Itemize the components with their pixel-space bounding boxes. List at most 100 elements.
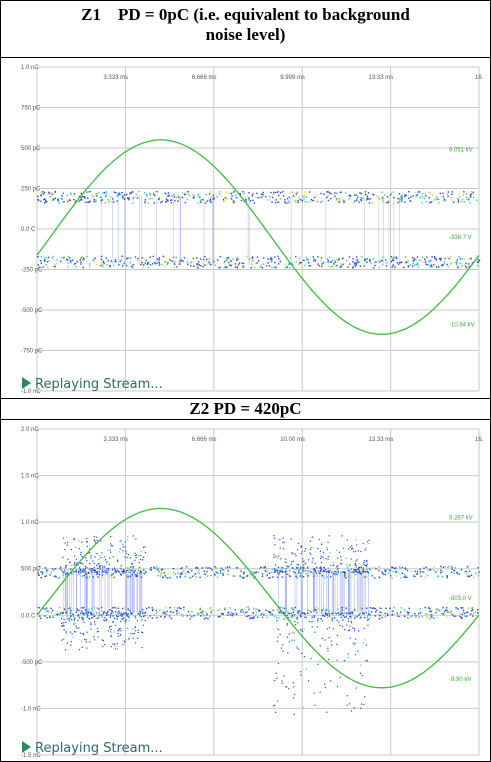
pd-point (86, 559, 88, 562)
pd-point (80, 571, 82, 573)
noise-point (178, 607, 181, 609)
pd-point (129, 571, 131, 573)
noise-point (345, 613, 347, 616)
pd-point (362, 642, 364, 644)
pd-point (312, 620, 314, 623)
noise-point (425, 263, 427, 266)
noise-point (262, 194, 264, 197)
noise-point (250, 266, 252, 269)
noise-point (214, 565, 216, 568)
pd-point (280, 570, 282, 573)
pd-point (300, 545, 302, 547)
noise-point (271, 568, 274, 570)
noise-point (414, 575, 416, 578)
noise-point (228, 611, 230, 614)
pd-point (98, 612, 100, 614)
pd-point (89, 562, 91, 565)
pd-point (69, 612, 72, 614)
pd-point (63, 618, 65, 621)
noise-point (121, 612, 123, 615)
noise-point (328, 192, 331, 194)
noise-point (117, 615, 120, 617)
noise-point (239, 568, 241, 570)
pd-point (330, 565, 332, 567)
noise-point (136, 571, 139, 574)
noise-point (196, 567, 199, 569)
pd-point (122, 550, 124, 552)
noise-point (233, 191, 235, 193)
pd-point (75, 558, 78, 560)
noise-point (434, 257, 436, 259)
noise-point (325, 571, 328, 573)
pd-point (124, 556, 126, 558)
noise-point (429, 610, 431, 612)
noise-point (330, 197, 332, 200)
noise-point (156, 258, 159, 260)
noise-point (405, 575, 407, 577)
noise-point (109, 265, 111, 268)
pd-point (101, 614, 103, 616)
noise-point (336, 198, 338, 200)
noise-point (349, 195, 352, 197)
pd-point (330, 680, 332, 682)
noise-point (146, 195, 148, 197)
noise-point (188, 195, 191, 197)
noise-point (48, 256, 50, 259)
noise-point (88, 608, 90, 610)
noise-point (71, 259, 74, 261)
noise-point (139, 259, 141, 262)
noise-point (198, 572, 201, 575)
noise-point (151, 617, 154, 619)
noise-point (474, 611, 477, 613)
pd-point (82, 563, 84, 565)
noise-point (49, 192, 51, 195)
noise-point (358, 566, 361, 569)
pd-point (93, 636, 95, 638)
noise-point (231, 615, 234, 617)
noise-point (199, 576, 201, 578)
pd-point (309, 540, 312, 542)
noise-point (269, 259, 271, 261)
replay-status-text: Replaying Stream... (35, 377, 163, 392)
noise-point (237, 258, 240, 260)
pd-point (84, 557, 87, 559)
noise-point (117, 194, 119, 196)
noise-point (151, 609, 154, 612)
pd-point (302, 558, 304, 560)
noise-point (79, 259, 82, 261)
noise-point (466, 566, 469, 568)
noise-point (140, 263, 142, 266)
noise-point (361, 611, 364, 614)
noise-point (456, 607, 458, 609)
noise-point (135, 573, 137, 576)
noise-point (406, 611, 409, 613)
pd-point (65, 565, 68, 567)
noise-point (157, 198, 160, 201)
pd-point (354, 642, 356, 644)
noise-point (310, 611, 312, 613)
noise-point (143, 201, 146, 203)
noise-point (372, 258, 375, 260)
noise-point (401, 198, 403, 200)
pd-point (363, 703, 365, 705)
pd-point (90, 570, 92, 572)
noise-point (400, 198, 402, 200)
pd-point (105, 562, 108, 564)
noise-point (226, 566, 228, 569)
noise-point (433, 566, 435, 568)
noise-point (404, 195, 406, 198)
pd-point (107, 630, 109, 632)
noise-point (195, 567, 197, 569)
noise-point (320, 265, 323, 268)
noise-point (258, 567, 261, 570)
noise-point (324, 615, 326, 617)
noise-point (465, 198, 468, 200)
pd-point (363, 627, 365, 630)
noise-point (132, 567, 135, 569)
noise-point (162, 617, 165, 620)
noise-point (369, 568, 371, 571)
noise-point (268, 577, 270, 579)
noise-point (112, 198, 114, 200)
noise-point (448, 565, 450, 568)
noise-point (290, 616, 292, 618)
